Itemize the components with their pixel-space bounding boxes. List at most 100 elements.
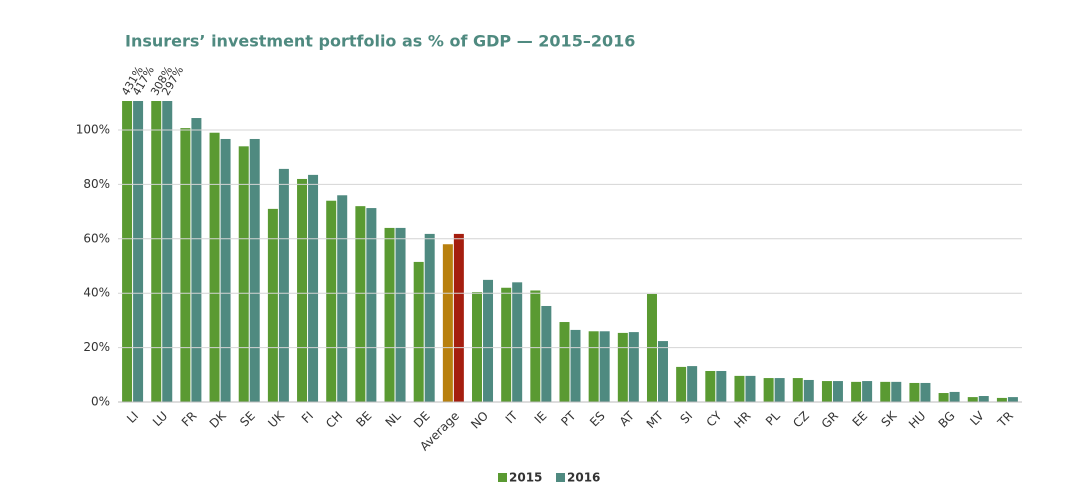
bar (180, 128, 191, 402)
legend-label: 2015 (509, 471, 542, 485)
bar (599, 331, 610, 402)
bar (938, 393, 949, 402)
bar (483, 279, 494, 402)
x-tick-label: BE (353, 409, 374, 430)
bar (122, 101, 133, 402)
bar (570, 329, 581, 402)
x-tick-label: LV (967, 408, 987, 428)
bar (220, 138, 231, 402)
bar (734, 375, 745, 402)
bar (891, 381, 902, 402)
bar (996, 397, 1007, 402)
bar (821, 381, 832, 402)
y-tick-label: 60% (83, 231, 110, 245)
bar (162, 101, 173, 403)
bar (297, 178, 308, 402)
x-tick-label: DE (411, 409, 433, 431)
x-tick-label: SI (677, 409, 695, 427)
x-tick-label: DK (207, 408, 230, 431)
x-tick-label: CY (704, 408, 725, 429)
bar (909, 382, 920, 402)
legend-swatch (498, 473, 507, 482)
bar (967, 397, 978, 402)
bar (559, 322, 570, 402)
bar (676, 366, 687, 402)
bar (151, 101, 162, 402)
y-tick-label: 20% (83, 340, 110, 354)
x-tick-label: IT (503, 408, 521, 426)
x-tick-label: SE (237, 409, 258, 430)
bar (949, 391, 960, 402)
bar (355, 206, 366, 402)
x-tick-label: SK (879, 408, 901, 430)
bar (326, 200, 337, 402)
y-tick-label: 40% (83, 286, 110, 300)
bar (978, 396, 989, 402)
bar (862, 381, 873, 402)
legend-label: 2016 (567, 471, 600, 485)
bar (541, 305, 552, 402)
x-tick-label: AT (617, 408, 638, 429)
x-tick-label: MT (644, 408, 667, 431)
bar (453, 233, 464, 402)
bar (501, 287, 512, 402)
bar (588, 331, 599, 402)
bar (267, 208, 278, 402)
bar (133, 101, 144, 402)
bar (337, 195, 348, 402)
x-tick-label: FR (179, 409, 200, 430)
bar (763, 378, 774, 402)
x-tick-label: LU (150, 409, 170, 429)
bar (687, 366, 698, 402)
x-tick-label: TR (994, 409, 1016, 431)
x-tick-label: UK (265, 408, 287, 430)
bar (1007, 397, 1018, 402)
x-tick-label: CH (323, 409, 345, 431)
bar (920, 382, 931, 402)
plot-area (122, 101, 1018, 403)
x-tick-label: HR (731, 409, 753, 431)
y-tick-label: 0% (91, 395, 110, 409)
bar (716, 370, 727, 402)
x-tick-label: ES (587, 409, 608, 430)
legend-swatch (556, 473, 565, 482)
x-tick-label: PL (763, 408, 783, 428)
bar (851, 381, 862, 402)
x-tick-label: NO (468, 409, 491, 432)
x-tick-label: FI (299, 409, 316, 426)
bar (278, 168, 289, 402)
bar (209, 132, 220, 402)
bar (442, 244, 453, 402)
bar (424, 233, 435, 402)
bar (803, 379, 814, 402)
bar (628, 332, 639, 402)
x-tick-label: PT (558, 408, 579, 429)
bar (530, 290, 541, 402)
x-tick-label: CZ (790, 409, 812, 431)
bar (792, 378, 803, 402)
bar (617, 332, 628, 402)
bar (705, 370, 716, 402)
bar (413, 261, 424, 402)
bar (880, 381, 891, 402)
x-tick-label: GR (819, 409, 841, 431)
bar (512, 282, 523, 402)
x-tick-label: HU (906, 409, 928, 431)
y-tick-label: 80% (83, 177, 110, 191)
bar (384, 227, 395, 402)
y-tick-label: 100% (76, 123, 110, 137)
x-tick-label: BG (936, 409, 958, 431)
bar (745, 375, 756, 402)
bar (395, 227, 406, 402)
bar (472, 292, 483, 402)
bar (249, 138, 260, 402)
bar (308, 174, 319, 402)
bar (366, 208, 377, 402)
x-tick-label: IE (532, 409, 550, 427)
chart-title: Insurers’ investment portfolio as % of G… (125, 32, 635, 51)
bar (238, 146, 249, 402)
bar (657, 341, 668, 402)
bar (191, 118, 202, 403)
x-tick-label: NL (383, 408, 404, 429)
